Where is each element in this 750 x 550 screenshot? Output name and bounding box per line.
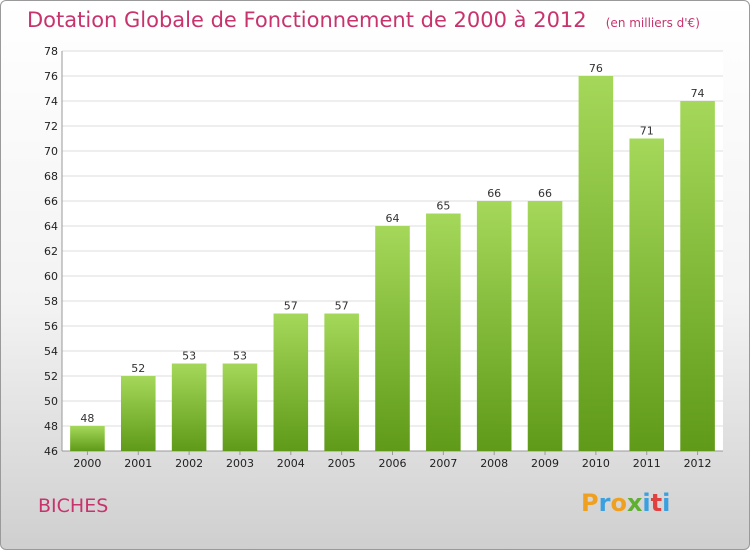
- bar: [273, 313, 309, 451]
- logo-letter: o: [610, 489, 627, 517]
- bar: [375, 226, 410, 451]
- bar: [120, 376, 156, 451]
- data-label: 74: [691, 87, 705, 100]
- y-tick-label: 52: [44, 370, 58, 383]
- x-tick-label: 2010: [582, 457, 610, 470]
- data-label: 53: [182, 350, 196, 363]
- x-tick-label: 2009: [531, 457, 559, 470]
- data-label: 64: [386, 212, 400, 225]
- logo-letter: t: [650, 489, 663, 517]
- data-label: 66: [487, 187, 501, 200]
- y-tick-label: 56: [44, 320, 58, 333]
- data-label: 76: [589, 62, 603, 75]
- y-tick-label: 54: [44, 345, 58, 358]
- y-tick-label: 48: [44, 420, 58, 433]
- logo-letter: i: [642, 489, 651, 517]
- x-tick-label: 2007: [429, 457, 457, 470]
- y-tick-label: 60: [44, 270, 58, 283]
- x-tick-label: 2003: [226, 457, 254, 470]
- y-tick-label: 74: [44, 95, 58, 108]
- bar: [680, 101, 715, 451]
- y-tick-label: 62: [44, 245, 58, 258]
- bar: [476, 201, 512, 451]
- data-label: 71: [640, 125, 654, 138]
- bar: [70, 426, 105, 451]
- x-tick-label: 2000: [73, 457, 101, 470]
- x-tick-label: 2011: [633, 457, 661, 470]
- y-tick-label: 72: [44, 120, 58, 133]
- x-tick-label: 2001: [124, 457, 152, 470]
- y-tick-label: 68: [44, 170, 58, 183]
- bar: [222, 363, 258, 451]
- data-label: 53: [233, 350, 247, 363]
- bar: [629, 138, 665, 451]
- y-tick-label: 64: [44, 220, 58, 233]
- logo-letter: i: [662, 489, 671, 517]
- data-label: 52: [131, 362, 145, 375]
- bar: [171, 363, 207, 451]
- commune-name: BICHES: [38, 495, 109, 517]
- data-label: 57: [284, 300, 298, 313]
- proxiti-logo: Proxiti: [581, 489, 670, 517]
- bar: [426, 213, 461, 451]
- x-tick-label: 2006: [379, 457, 407, 470]
- logo-letter: P: [581, 489, 599, 517]
- data-label: 48: [80, 412, 94, 425]
- logo-letter: x: [626, 489, 643, 517]
- y-tick-label: 70: [44, 145, 58, 158]
- data-label: 65: [436, 200, 450, 213]
- x-tick-label: 2008: [480, 457, 508, 470]
- y-tick-label: 78: [44, 45, 58, 58]
- y-tick-label: 76: [44, 70, 58, 83]
- y-tick-label: 66: [44, 195, 58, 208]
- bar: [324, 313, 359, 451]
- y-tick-label: 58: [44, 295, 58, 308]
- data-label: 57: [335, 300, 349, 313]
- chart-title: Dotation Globale de Fonctionnement de 20…: [27, 8, 700, 32]
- x-tick-label: 2004: [277, 457, 305, 470]
- logo-letter: r: [598, 489, 611, 517]
- bar: [578, 76, 614, 451]
- bar: [527, 201, 563, 451]
- chart-unit: (en milliers d'€): [605, 16, 700, 30]
- data-label: 66: [538, 187, 552, 200]
- y-tick-label: 50: [44, 395, 58, 408]
- y-tick-label: 46: [44, 445, 58, 458]
- x-tick-label: 2012: [684, 457, 712, 470]
- x-tick-label: 2005: [328, 457, 356, 470]
- chart-title-text: Dotation Globale de Fonctionnement de 20…: [27, 8, 587, 32]
- x-tick-label: 2002: [175, 457, 203, 470]
